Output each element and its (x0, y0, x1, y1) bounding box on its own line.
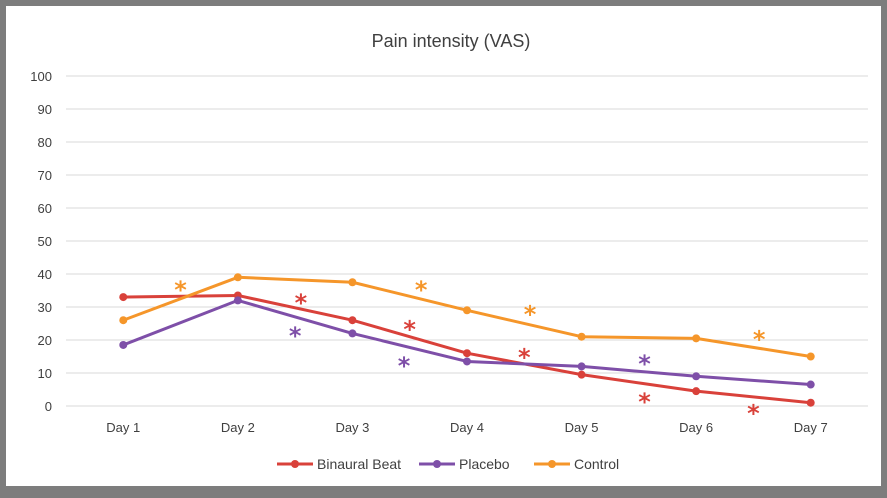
data-point-binaural-beat (577, 370, 586, 379)
significance-marker: * (518, 344, 531, 372)
y-tick-label: 80 (38, 135, 52, 150)
data-point-placebo (119, 340, 128, 349)
x-tick-label: Day 3 (335, 420, 369, 435)
legend-item-control: Control (534, 456, 619, 472)
data-point-control (806, 352, 815, 361)
legend-label: Binaural Beat (317, 456, 401, 472)
x-tick-label: Day 6 (679, 420, 713, 435)
x-tick-label: Day 2 (221, 420, 255, 435)
data-point-binaural-beat (463, 349, 471, 358)
y-tick-label: 90 (38, 102, 52, 117)
data-point-control (119, 316, 128, 325)
significance-marker: * (174, 276, 187, 304)
legend-label: Placebo (459, 456, 510, 472)
significance-marker: * (403, 316, 416, 344)
legend-item-placebo: Placebo (419, 456, 510, 472)
x-tick-label: Day 4 (450, 420, 484, 435)
significance-markers: * * * * * * * * * * * * (174, 276, 766, 428)
legend-item-binaural-beat: Binaural Beat (277, 456, 401, 472)
data-point-control (577, 332, 586, 341)
chart-title: Pain intensity (VAS) (372, 31, 531, 51)
x-tick-label: Day 1 (106, 420, 140, 435)
data-point-binaural-beat (348, 316, 357, 325)
legend-marker (291, 460, 299, 468)
series-line-control (122, 275, 811, 358)
y-tick-label: 40 (38, 267, 52, 282)
data-point-control (348, 278, 357, 287)
data-point-control (233, 273, 242, 282)
significance-marker: * (524, 301, 537, 329)
significance-marker: * (398, 352, 411, 380)
significance-marker: * (289, 322, 302, 350)
series-binaural-beat (119, 291, 815, 407)
series-placebo (119, 296, 815, 389)
significance-marker: * (638, 388, 651, 416)
y-axis-ticks: 0 10 20 30 40 50 60 70 80 90 100 (30, 69, 52, 414)
x-tick-label: Day 5 (565, 420, 599, 435)
series-control (119, 273, 815, 361)
data-point-control (692, 334, 701, 343)
y-tick-label: 10 (38, 366, 52, 381)
legend-marker (548, 460, 556, 468)
y-tick-label: 0 (45, 399, 52, 414)
significance-marker: * (415, 276, 428, 304)
significance-marker: * (753, 325, 766, 353)
y-tick-label: 100 (30, 69, 52, 84)
legend: Binaural Beat Placebo Control (277, 456, 619, 472)
x-axis-ticks: Day 1 Day 2 Day 3 Day 4 Day 5 Day 6 Day 7 (106, 420, 827, 435)
significance-marker: * (747, 400, 760, 428)
data-point-binaural-beat (119, 293, 128, 302)
data-point-placebo (806, 380, 815, 389)
y-tick-label: 70 (38, 168, 52, 183)
data-point-placebo (577, 362, 586, 371)
legend-label: Control (574, 456, 619, 472)
data-point-control (463, 306, 471, 315)
legend-marker (433, 460, 441, 468)
data-point-placebo (463, 357, 471, 366)
y-tick-label: 30 (38, 300, 52, 315)
y-tick-label: 60 (38, 201, 52, 216)
data-point-placebo (692, 372, 701, 381)
y-tick-label: 20 (38, 333, 52, 348)
data-point-placebo (233, 296, 242, 305)
data-point-placebo (348, 329, 357, 338)
series-lines (119, 273, 815, 407)
data-point-binaural-beat (806, 398, 815, 407)
x-tick-label: Day 7 (794, 420, 828, 435)
y-tick-label: 50 (38, 234, 52, 249)
significance-marker: * (295, 289, 308, 317)
line-chart: Pain intensity (VAS) 0 10 20 30 40 50 60 70 80 90… (30, 31, 868, 472)
data-point-binaural-beat (692, 387, 701, 396)
gridlines (66, 75, 868, 407)
significance-marker: * (638, 350, 651, 378)
